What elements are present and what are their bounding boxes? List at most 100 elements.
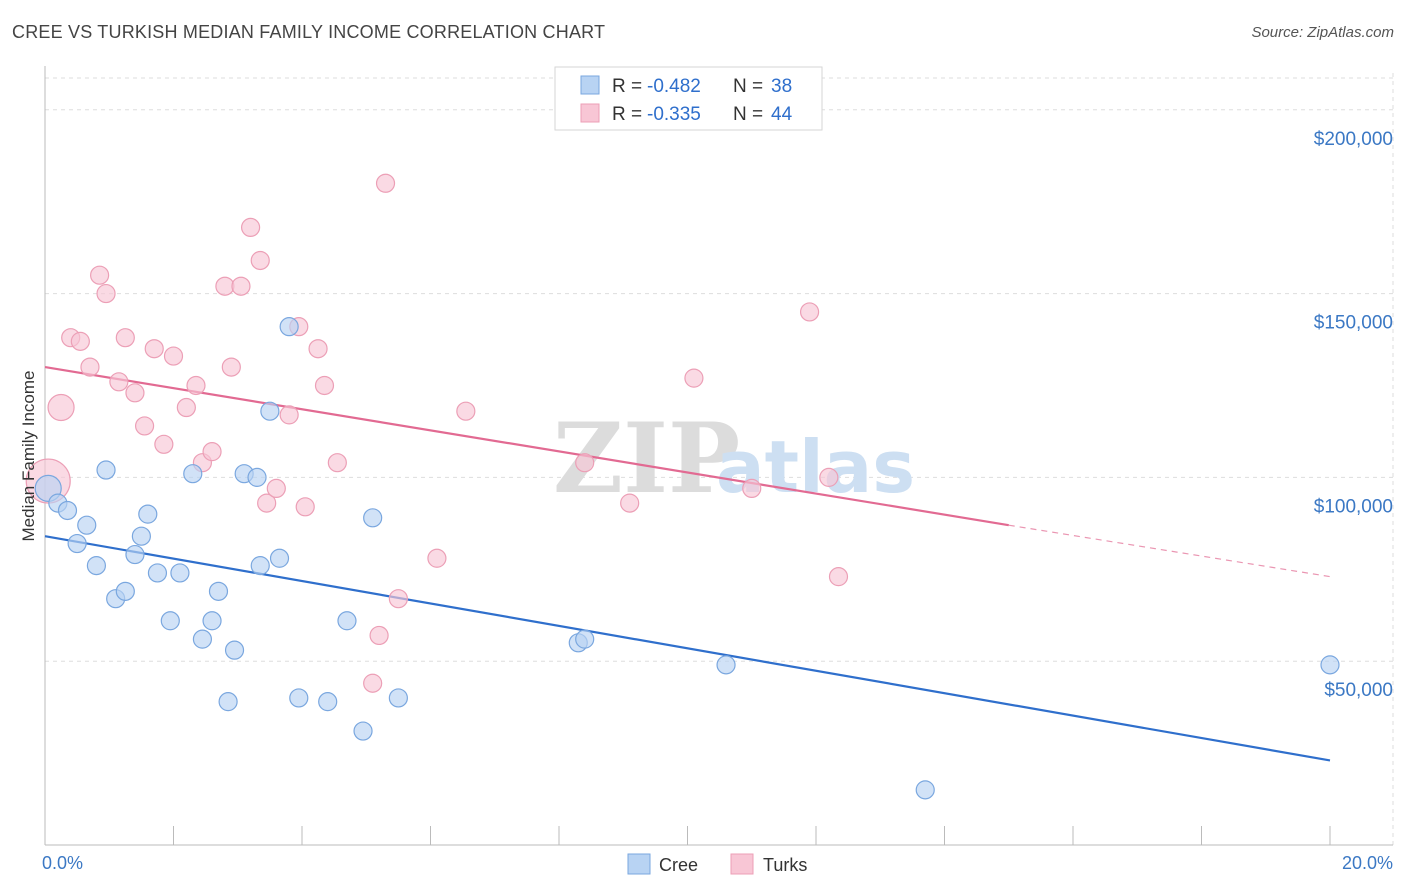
data-point-cree — [353, 721, 373, 741]
data-point-turks — [742, 478, 762, 499]
data-point-cree — [138, 504, 158, 524]
data-point-cree — [915, 780, 935, 800]
top-legend: R = -0.482 N = 38 R = -0.335 N = 44 — [554, 66, 823, 131]
data-point-turks — [221, 357, 241, 377]
data-point-turks — [257, 493, 277, 513]
data-point-turks — [375, 173, 396, 193]
data-point-turks — [363, 673, 383, 693]
data-point-cree — [202, 611, 222, 631]
data-point-cree — [250, 556, 270, 576]
data-point-turks — [266, 478, 286, 499]
data-point-turks — [828, 567, 849, 587]
legend-n-label-turks: N = — [733, 104, 763, 125]
data-point-turks — [70, 331, 90, 351]
data-point-cree — [363, 508, 383, 528]
data-point-turks — [279, 405, 299, 425]
y-tick-label: $150,000 — [1314, 313, 1393, 334]
legend-swatch-turks — [580, 103, 600, 123]
x-tick-label: 0.0% — [42, 853, 83, 873]
data-point-cree — [337, 611, 357, 631]
data-point-turks — [90, 265, 110, 285]
data-point-turks — [47, 393, 75, 422]
legend-r-label-turks: R = — [612, 104, 642, 125]
data-point-turks — [202, 442, 222, 462]
data-point-turks — [369, 625, 389, 646]
data-point-cree — [224, 640, 245, 660]
data-point-cree — [57, 500, 78, 521]
data-point-turks — [308, 339, 328, 359]
bottom-legend: Cree Turks — [627, 853, 807, 875]
y-axis-label: Median Family Income — [19, 370, 38, 541]
bottom-legend-swatch-cree — [627, 853, 651, 875]
y-tick-label: $200,000 — [1314, 129, 1393, 150]
legend-r-value-turks: -0.335 — [647, 104, 701, 125]
bottom-legend-swatch-turks — [730, 853, 754, 875]
trend-line-turks — [44, 366, 1009, 527]
chart-title: CREE VS TURKISH MEDIAN FAMILY INCOME COR… — [12, 22, 606, 42]
y-tick-label: $100,000 — [1314, 496, 1393, 517]
legend-n-label-cree: N = — [733, 76, 763, 97]
data-point-turks — [799, 302, 820, 322]
data-point-cree — [147, 563, 168, 583]
data-point-turks — [241, 217, 261, 237]
data-point-turks — [295, 497, 315, 517]
data-point-cree — [289, 688, 309, 708]
data-point-turks — [819, 467, 839, 487]
bottom-legend-label-cree: Cree — [659, 855, 698, 875]
data-point-turks — [154, 434, 174, 454]
legend-r-label-cree: R = — [612, 76, 642, 97]
data-point-turks — [134, 416, 155, 436]
data-point-turks — [314, 375, 335, 396]
data-point-cree — [1320, 655, 1340, 675]
data-point-turks — [115, 328, 135, 348]
data-point-turks — [80, 357, 100, 377]
data-point-cree — [260, 401, 280, 421]
points-layer — [25, 173, 1340, 800]
chart-source: Source: ZipAtlas.com — [1251, 24, 1394, 41]
data-point-turks — [215, 276, 235, 296]
data-point-cree — [67, 533, 87, 554]
legend-swatch-cree — [580, 75, 600, 95]
legend-n-value-cree: 38 — [771, 76, 792, 97]
data-point-cree — [160, 611, 180, 631]
data-point-cree — [183, 464, 203, 484]
data-point-cree — [192, 629, 213, 649]
data-point-turks — [456, 401, 476, 421]
data-point-cree — [208, 581, 229, 601]
data-point-turks — [163, 346, 184, 366]
data-point-cree — [247, 467, 267, 487]
data-point-turks — [388, 589, 408, 609]
data-point-cree — [575, 629, 595, 649]
data-point-cree — [131, 526, 151, 546]
data-point-turks — [125, 383, 145, 403]
x-tick-label: 20.0% — [1342, 853, 1393, 873]
data-point-cree — [86, 556, 107, 576]
axis-layer: $50,000 $100,000 $150,000 $200,000 0.0% 20.0% — [42, 66, 1393, 873]
data-point-turks — [575, 453, 595, 473]
data-point-cree — [125, 544, 145, 565]
data-point-cree — [96, 460, 116, 480]
data-point-turks — [144, 339, 164, 359]
bottom-legend-label-turks: Turks — [763, 855, 807, 875]
data-point-cree — [279, 317, 299, 337]
legend-r-value-cree: -0.482 — [647, 76, 701, 97]
data-point-turks — [109, 372, 129, 392]
data-point-turks — [427, 548, 447, 568]
data-point-turks — [176, 397, 196, 418]
data-point-turks — [250, 250, 270, 271]
data-point-cree — [716, 655, 736, 675]
data-point-cree — [318, 692, 338, 712]
data-point-cree — [77, 515, 97, 535]
watermark-atlas: atlas — [716, 425, 915, 509]
data-point-turks — [327, 453, 347, 473]
data-point-turks — [96, 283, 116, 304]
data-point-cree — [115, 581, 135, 601]
data-point-turks — [231, 276, 251, 296]
trend-line-turks-extension — [1008, 524, 1331, 578]
data-point-cree — [388, 688, 408, 708]
data-point-cree — [218, 692, 238, 712]
legend-n-value-turks: 44 — [771, 104, 793, 125]
data-point-cree — [269, 548, 290, 568]
data-point-cree — [170, 563, 190, 583]
